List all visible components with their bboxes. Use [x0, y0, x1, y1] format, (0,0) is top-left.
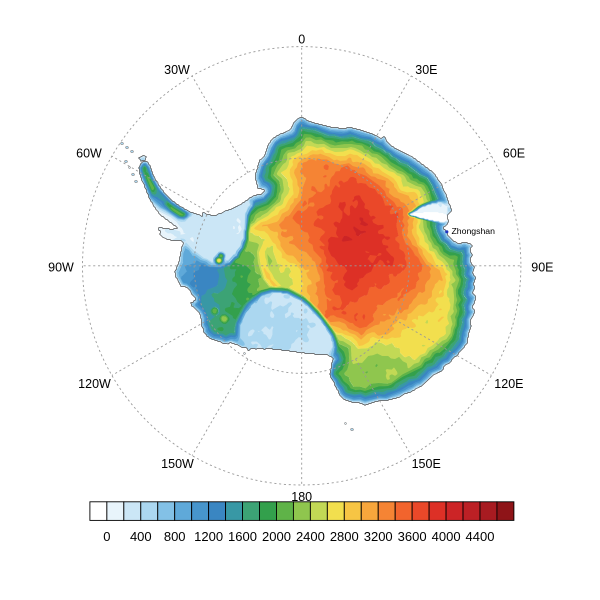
svg-text:120E: 120E — [494, 377, 523, 391]
svg-text:1600: 1600 — [228, 529, 257, 544]
svg-text:4000: 4000 — [432, 529, 461, 544]
svg-text:150W: 150W — [161, 457, 194, 471]
svg-text:60W: 60W — [76, 147, 102, 161]
svg-text:0: 0 — [298, 32, 305, 46]
svg-text:30W: 30W — [164, 63, 190, 77]
svg-text:180: 180 — [291, 490, 312, 504]
svg-text:2800: 2800 — [330, 529, 359, 544]
svg-text:60E: 60E — [503, 147, 525, 161]
svg-text:3600: 3600 — [398, 529, 427, 544]
svg-text:400: 400 — [130, 529, 152, 544]
svg-text:1200: 1200 — [194, 529, 223, 544]
svg-text:90E: 90E — [531, 261, 553, 275]
svg-text:4400: 4400 — [466, 529, 495, 544]
svg-text:3200: 3200 — [364, 529, 393, 544]
svg-text:120W: 120W — [78, 377, 111, 391]
svg-text:150E: 150E — [412, 457, 441, 471]
svg-text:800: 800 — [164, 529, 186, 544]
svg-text:0: 0 — [103, 529, 110, 544]
svg-text:Zhongshan: Zhongshan — [452, 226, 496, 236]
svg-text:30E: 30E — [415, 63, 437, 77]
svg-text:2400: 2400 — [296, 529, 325, 544]
svg-text:90W: 90W — [48, 261, 74, 275]
svg-text:2000: 2000 — [262, 529, 291, 544]
